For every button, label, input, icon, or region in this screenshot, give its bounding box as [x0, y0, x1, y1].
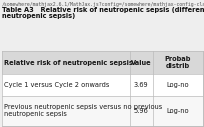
Text: Cycle 1 versus Cycle 2 onwards: Cycle 1 versus Cycle 2 onwards: [4, 82, 109, 88]
Text: Log-no: Log-no: [166, 82, 189, 88]
Text: /somewhere/mathjax2.6.1/MathJax.js?config=/somewhere/mathjax-config-classic.3.4.: /somewhere/mathjax2.6.1/MathJax.js?confi…: [2, 2, 204, 7]
Text: Table A3   Relative risk of neutropenic sepsis (different cycl: Table A3 Relative risk of neutropenic se…: [2, 7, 204, 13]
Text: Value: Value: [131, 60, 152, 66]
Bar: [2, 96, 203, 126]
Bar: [2, 51, 203, 74]
Text: Probab
distrib: Probab distrib: [165, 56, 191, 69]
Text: 3.69: 3.69: [134, 82, 149, 88]
Text: neutropenic sepsis): neutropenic sepsis): [2, 13, 75, 19]
Bar: [2, 74, 203, 96]
Text: Log-no: Log-no: [166, 108, 189, 114]
Bar: [2, 51, 203, 126]
Text: Relative risk of neutropenic sepsis: Relative risk of neutropenic sepsis: [4, 60, 133, 66]
Text: 5.96: 5.96: [134, 108, 149, 114]
Text: Previous neutropenic sepsis versus no previous
neutropenic sepsis: Previous neutropenic sepsis versus no pr…: [4, 104, 162, 117]
